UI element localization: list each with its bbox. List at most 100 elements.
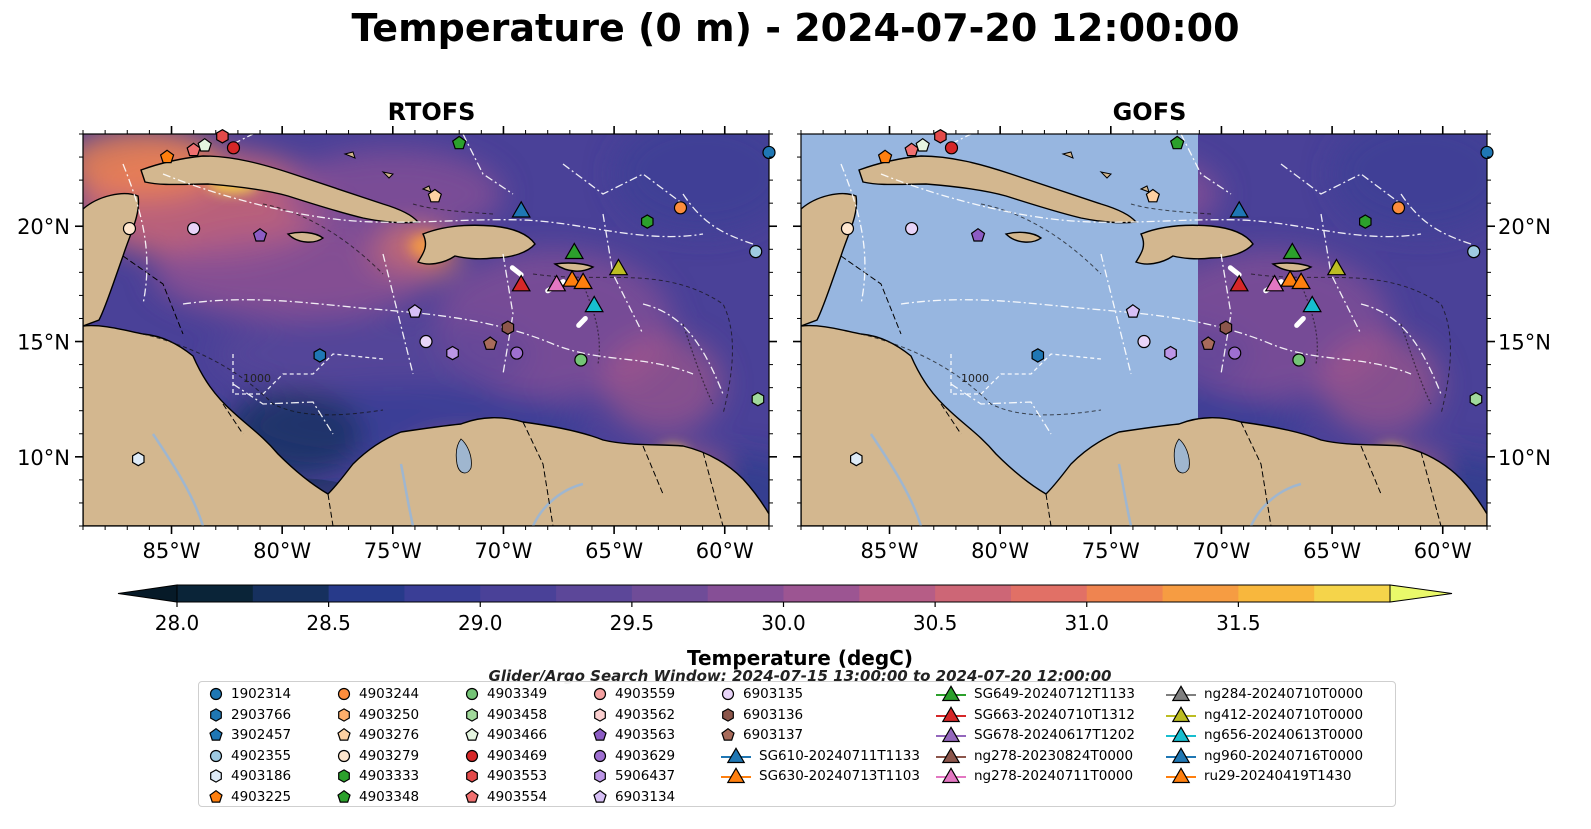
legend-hexagon-marker: [338, 769, 350, 784]
argo-4903348-marker: [451, 135, 467, 150]
legend-column: 1902314 2903766 3902457 4902355 4903186 49032…: [207, 684, 291, 807]
legend-item: 4903186: [207, 766, 291, 787]
lon-tick-label: 60°W: [1414, 539, 1472, 563]
colorbar-tick-label: 31.0: [1064, 611, 1109, 635]
legend-circle-marker: [337, 749, 351, 762]
argo-6903137-marker: [1200, 336, 1216, 350]
lat-tick-label: 15°N: [17, 331, 70, 355]
colorbar-segment: [252, 585, 330, 602]
legend-label: ng284-20240710T0000: [1204, 686, 1364, 703]
legend-hexagon-marker: [594, 707, 606, 722]
legend-label: 4903348: [359, 788, 420, 805]
legend-label: ng656-20240613T0000: [1204, 727, 1364, 744]
legend-item: 4902355: [207, 746, 291, 767]
legend-item: 3902457: [207, 725, 291, 746]
colorbar-tick-label: 31.5: [1216, 611, 1261, 635]
colorbar-segment: [707, 585, 784, 602]
colorbar-segment: [1010, 585, 1088, 602]
colorbar-tick-label: 30.5: [913, 611, 958, 635]
lat-tick-label: 15°N: [1498, 331, 1551, 355]
legend-pentagon-marker: [593, 789, 607, 803]
legend-marker: [209, 789, 223, 803]
legend-label: ng278-20230824T0000: [974, 747, 1134, 764]
glider-SG663-20240710T1312-marker: [511, 274, 531, 292]
legend-triangle-marker: [941, 746, 961, 763]
legend-pentagon-marker: [593, 728, 607, 741]
rtofs-observation-markers: [122, 129, 776, 467]
legend-label: 4903186: [231, 768, 292, 785]
lat-tick-label: 10°N: [17, 446, 70, 470]
legend-marker: [721, 746, 751, 763]
argo-4903466-marker: [915, 137, 930, 152]
glider-ng412-20240710T0000-marker: [608, 258, 629, 276]
legend-label: 4903458: [487, 706, 548, 723]
legend-column: ng284-20240710T0000 ng412-20240710T0000 ng…: [1164, 684, 1363, 787]
legend-item: 4903458: [463, 705, 547, 726]
legend-marker: [209, 728, 223, 741]
lon-tick-label: 80°W: [971, 539, 1029, 563]
argo-6903135-marker: [1137, 334, 1151, 349]
colorbar-segment: [783, 585, 860, 602]
map-axis-ticks: 85°W 80°W 75°W 70°W 65°W 60°W 85°W 80°W 75°W 70°W…: [17, 126, 1551, 563]
legend-label: ng960-20240716T0000: [1204, 747, 1364, 764]
legend-item: 4903250: [335, 705, 419, 726]
argo-4903466-marker: [197, 137, 212, 152]
lon-tick-label: 80°W: [253, 539, 311, 563]
legend-item: 4903349: [463, 684, 547, 705]
legend-item: 4903469: [463, 746, 547, 767]
legend-item: 4903279: [335, 746, 419, 767]
legend-marker: [721, 728, 735, 741]
argo-4903333-marker: [640, 214, 654, 229]
legend-marker: [210, 769, 222, 784]
legend-marker: [593, 688, 607, 701]
contour-label: 1000: [243, 372, 271, 385]
glider-ng278-20240711T0000-marker: [1264, 274, 1285, 292]
legend-label: 6903137: [743, 727, 804, 744]
argo-4903279-marker: [122, 221, 137, 236]
legend-label: 4903629: [615, 747, 676, 764]
legend-label: 4903276: [359, 727, 420, 744]
argo-4903276-marker: [427, 188, 443, 203]
glider-SG630-20240713T1103-marker: [573, 272, 593, 290]
legend-marker: [936, 746, 966, 763]
lat-tick-label: 20°N: [1498, 215, 1551, 239]
legend-marker: [936, 767, 966, 784]
argo-4903186-marker: [132, 451, 145, 467]
legend-marker: [721, 767, 751, 784]
colorbar-tick-label: 30.0: [761, 611, 806, 635]
argo-5906437-marker: [1164, 345, 1177, 361]
legend-marker: [465, 749, 479, 762]
glider-ng278-20240711T0000-marker: [546, 274, 567, 292]
legend-marker: [593, 728, 607, 741]
legend-pentagon-marker: [209, 728, 223, 741]
legend-item: 4903333: [335, 766, 419, 787]
argo-6903137-marker: [482, 336, 498, 350]
argo-4903333-marker: [1358, 214, 1372, 229]
argo-6903135-marker: [419, 334, 433, 349]
argo-4903348-marker: [1169, 135, 1185, 150]
lon-tick-label: 75°W: [364, 539, 422, 563]
rtofs-map: 1000: [82, 129, 776, 527]
glider-ng412-20240710T0000-marker: [1326, 258, 1347, 276]
argo-4903553-marker: [216, 129, 229, 144]
colorbar-segment: [404, 585, 481, 602]
legend-item: ng284-20240710T0000: [1164, 684, 1363, 705]
legend-marker: [1166, 767, 1196, 784]
legend-marker: [209, 749, 223, 762]
legend-item: 4903563: [591, 725, 675, 746]
legend-label: SG610-20240711T1133: [759, 747, 920, 764]
argo-4903563-marker: [970, 227, 986, 242]
legend-marker: [465, 789, 479, 803]
legend-marker: [338, 707, 350, 722]
colorbar-segment: [1086, 585, 1164, 602]
colorbar-segment: [1238, 585, 1315, 602]
legend-item: 4903276: [335, 725, 419, 746]
argo-4903629-marker: [1228, 346, 1242, 360]
temperature-colorbar: 28.0 28.5 29.0 29.5 30.0 30.5 31.0 31.5: [117, 584, 1453, 635]
legend-marker: [338, 769, 350, 784]
rtofs-panel-title: RTOFS: [387, 98, 476, 126]
legend-marker: [337, 728, 351, 741]
lon-tick-label: 65°W: [1303, 539, 1361, 563]
legend-label: 5906437: [615, 768, 676, 785]
